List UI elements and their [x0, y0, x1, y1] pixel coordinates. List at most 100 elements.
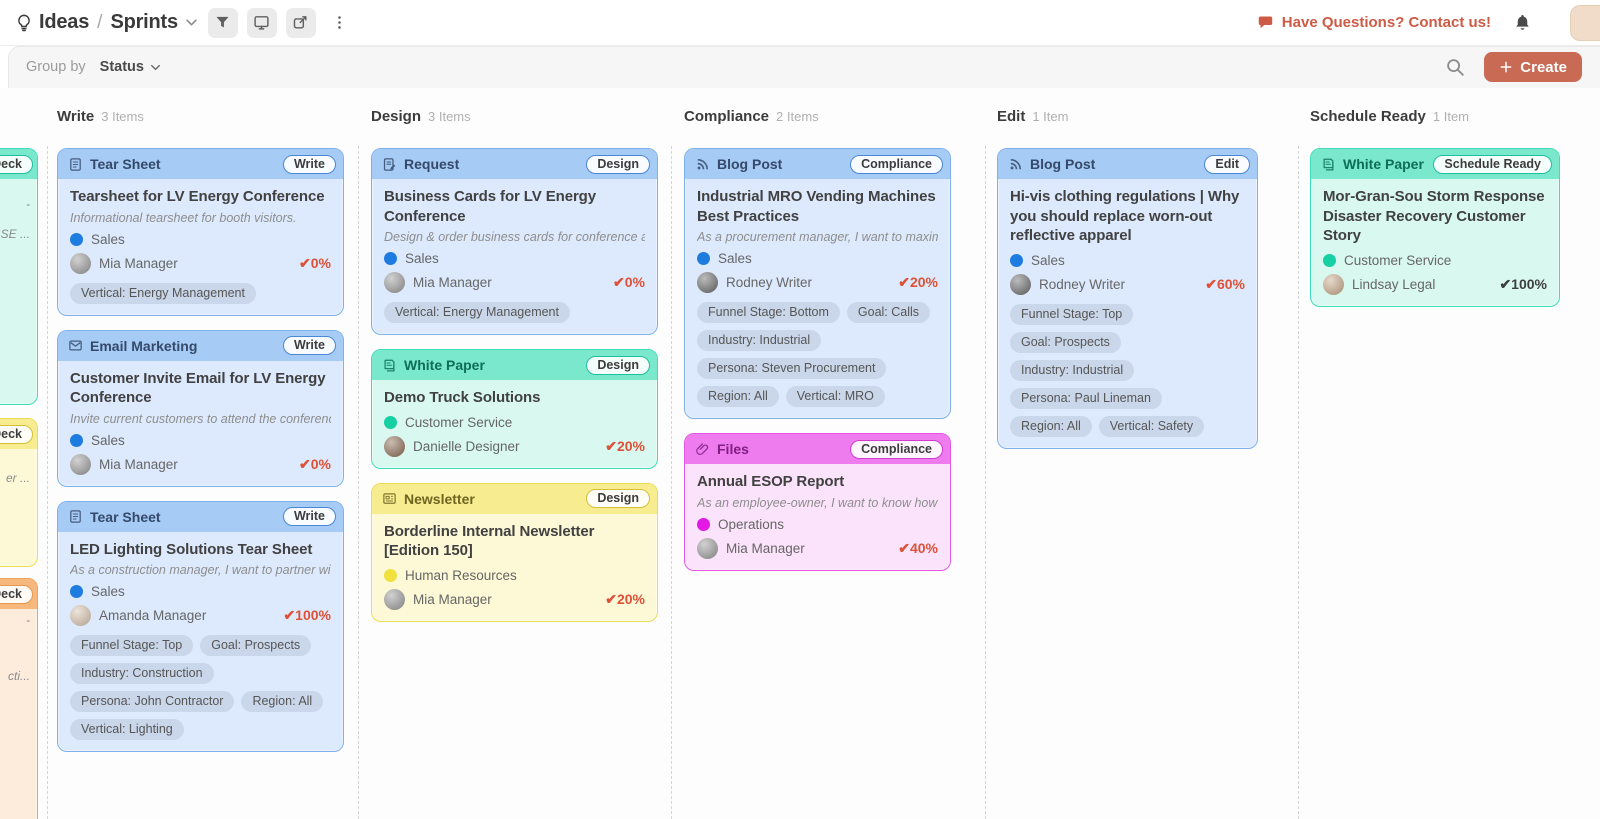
card-body: Industrial MRO Vending Machines Best Pra… [685, 179, 950, 418]
column-separator [671, 146, 672, 819]
tag-pill: Industry: Industrial [1010, 359, 1135, 381]
content-card[interactable]: Newsletter Design Borderline Internal News… [371, 482, 658, 622]
status-badge: Design [586, 489, 650, 508]
envelope-icon [68, 338, 83, 353]
column-separator [358, 146, 359, 819]
breadcrumb-section[interactable]: Ideas [39, 11, 90, 33]
column-separator [985, 146, 986, 819]
category-label: Sales [91, 432, 125, 448]
card-title: Customer Invite Email for LV Energy Conf… [70, 369, 326, 407]
card-header: Deck [0, 149, 37, 179]
contact-us-link[interactable]: Have Questions? Contact us! [1257, 14, 1491, 31]
tag-pill: Funnel Stage: Top [1010, 303, 1134, 325]
category-dot-icon [70, 433, 83, 447]
column-header-write: Write 3 Items [57, 108, 144, 126]
content-card[interactable]: Blog Post Edit Hi-vis clothing regulations… [997, 148, 1258, 449]
create-button-label: Create [1520, 58, 1567, 76]
card-type-label: Blog Post [1030, 156, 1096, 172]
status-badge: Edit [1204, 154, 1250, 174]
card-title: Demo Truck Solutions [384, 389, 541, 406]
content-card[interactable]: Request Design Business Cards for LV Energ… [371, 148, 658, 335]
card-type-label: Request [404, 156, 460, 172]
category-label: Customer Service [1344, 252, 1452, 268]
present-button[interactable] [246, 7, 277, 38]
group-by-label: Group by [26, 59, 86, 75]
category-dot-icon [384, 415, 397, 429]
kanban-board: Write 3 Items Tear Sheet Write Tearsheet for… [0, 88, 1600, 819]
column-header-schedule-ready: Schedule Ready 1 Item [1310, 108, 1469, 126]
clipped-content-card[interactable]: Deck - cti... [0, 578, 38, 819]
contact-us-label: Have Questions? Contact us! [1281, 14, 1491, 31]
owner-avatar [384, 588, 405, 610]
column-card-stack: Tear Sheet Write Tearsheet for LV Energy C… [57, 148, 344, 752]
tag-pill: Vertical: Lighting [70, 719, 184, 740]
category-row: Sales [697, 251, 938, 266]
card-type-label: Newsletter [404, 490, 475, 507]
progress-percent: ✔100% [1499, 275, 1547, 292]
share-icon [292, 14, 309, 31]
chevron-down-icon [149, 61, 162, 74]
tag-list: Funnel Stage: Top Goal: Prospects Industry… [70, 635, 331, 740]
owner-row: Mia Manager ✔40% [697, 537, 938, 559]
notifications-bell-icon[interactable] [1513, 13, 1532, 32]
share-button[interactable] [285, 7, 316, 38]
owner-name: Rodney Writer [726, 275, 813, 290]
clipped-content-card[interactable]: Deck - SE ... [0, 148, 38, 405]
top-header: Ideas / Sprints Have Questions? Contact … [0, 0, 1600, 46]
owner-name: Mia Manager [99, 255, 178, 271]
card-body: LED Lighting Solutions Tear Sheet As a co… [58, 532, 343, 752]
card-title: Mor-Gran-Sou Storm Response Disaster Rec… [1323, 188, 1545, 244]
owner-name: Mia Manager [413, 275, 492, 290]
category-label: Sales [1031, 252, 1065, 268]
content-card[interactable]: Blog Post Compliance Industrial MRO Vendin… [684, 148, 951, 419]
clipped-content-card[interactable]: Deck er ... [0, 418, 38, 567]
chevron-down-icon[interactable] [184, 15, 199, 30]
search-button[interactable] [1444, 56, 1466, 78]
card-type-label: Tear Sheet [90, 156, 161, 172]
more-options-button[interactable] [325, 8, 355, 38]
owner-row: Mia Manager ✔0% [70, 252, 331, 274]
group-by-select[interactable]: Status [100, 59, 162, 75]
owner-name: Amanda Manager [99, 608, 207, 623]
status-badge: Write [282, 507, 336, 526]
user-avatar[interactable] [1570, 5, 1600, 41]
owner-avatar [384, 435, 405, 457]
category-dot-icon [70, 232, 83, 246]
status-badge: Schedule Ready [1433, 154, 1552, 174]
tag-pill: Funnel Stage: Bottom [697, 302, 840, 323]
owner-name: Mia Manager [726, 540, 805, 556]
card-header: Deck [0, 419, 37, 449]
content-card[interactable]: Tear Sheet Write LED Lighting Solutions Te… [57, 500, 344, 752]
progress-percent: ✔20% [605, 590, 645, 607]
breadcrumb-page[interactable]: Sprints [110, 11, 178, 33]
column-separator [47, 146, 48, 819]
category-dot-icon [384, 252, 397, 265]
owner-name: Danielle Designer [413, 438, 520, 454]
column-name: Edit [997, 108, 1026, 125]
content-card[interactable]: Files Compliance Annual ESOP Report As an e… [684, 433, 951, 571]
card-body: Borderline Internal Newsletter [Edition … [372, 514, 657, 621]
monitor-icon [253, 14, 270, 31]
tag-pill: Industry: Industrial [697, 330, 822, 351]
content-card[interactable]: White Paper Design Demo Truck Solutions Cus… [371, 349, 658, 469]
tag-pill: Funnel Stage: Top [70, 635, 194, 656]
whitepaper-icon [1321, 157, 1336, 172]
clipped-text-fragment: er ... [5, 471, 30, 485]
column-name: Compliance [684, 108, 770, 125]
card-body: Business Cards for LV Energy Conference D… [372, 179, 657, 334]
card-header: Tear Sheet Write [58, 501, 343, 532]
document-icon [68, 509, 83, 524]
content-card[interactable]: Email Marketing Write Customer Invite Emai… [57, 329, 344, 487]
progress-percent: ✔0% [299, 254, 331, 271]
category-label: Operations [718, 516, 785, 532]
content-card[interactable]: Tear Sheet Write Tearsheet for LV Energy C… [57, 148, 344, 316]
filter-button[interactable] [207, 7, 238, 38]
create-button[interactable]: Create [1484, 52, 1582, 82]
owner-row: Danielle Designer ✔20% [384, 435, 645, 457]
column-header-design: Design 3 Items [371, 108, 471, 126]
content-card[interactable]: White Paper Schedule Ready Mor-Gran-Sou St… [1310, 148, 1560, 307]
owner-name: Mia Manager [413, 591, 492, 607]
status-badge: Compliance [850, 439, 943, 459]
column-item-count: 3 Items [428, 109, 471, 124]
owner-avatar [70, 605, 91, 626]
